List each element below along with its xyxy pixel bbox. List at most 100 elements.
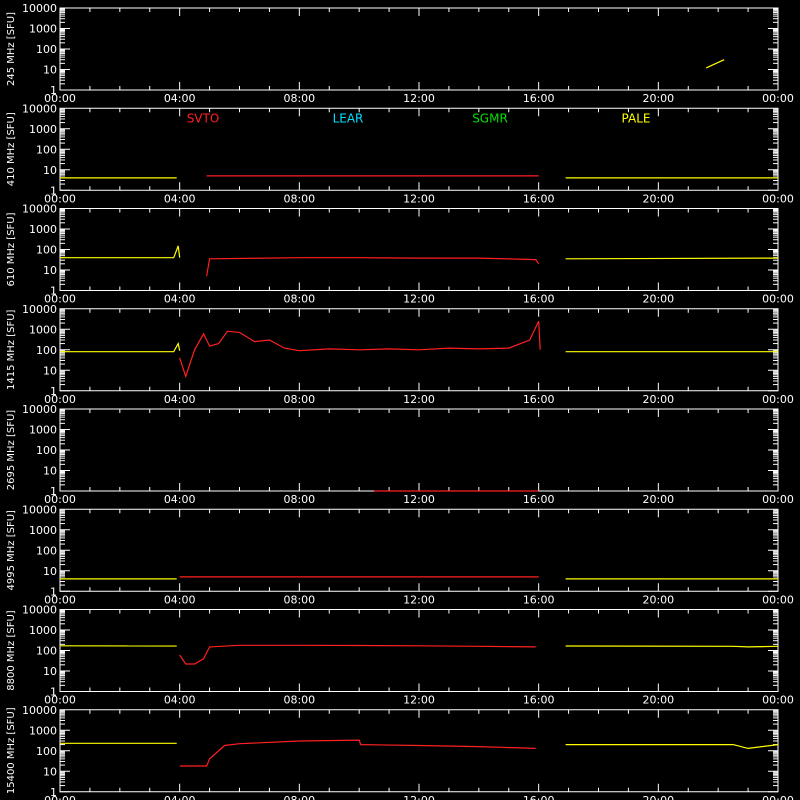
panel-2: 1 10 100 1000 10000 00:00 04:00 08:00 12:00 16:00… [6, 102, 794, 205]
y-tick-label: 100 [36, 43, 57, 56]
y-tick-label: 1000 [29, 323, 57, 336]
x-tick-label: 12:00 [403, 192, 435, 205]
x-tick-label: 12:00 [403, 92, 435, 105]
x-tick-label: 16:00 [523, 593, 555, 606]
x-tick-label: 04:00 [164, 393, 196, 406]
x-tick-label: 00:00 [44, 393, 76, 406]
series-pale [705, 59, 725, 69]
x-tick-label: 00:00 [762, 794, 794, 800]
y-axis-label: 2695 MHz [SFU] [6, 410, 17, 491]
y-tick-label: 1 [50, 84, 57, 97]
x-tick-label: 04:00 [164, 694, 196, 707]
y-tick-label: 100 [36, 444, 57, 457]
panel-4: 1 10 100 1000 10000 00:00 04:00 08:00 12:00 16:00… [6, 303, 794, 406]
x-tick-label: 12:00 [403, 293, 435, 306]
y-tick-label: 10000 [22, 102, 57, 115]
series-pale [565, 645, 779, 648]
x-tick-label: 08:00 [283, 92, 315, 105]
y-tick-label: 10000 [22, 704, 57, 717]
y-tick-label: 10 [43, 64, 57, 77]
y-tick-label: 10000 [22, 203, 57, 216]
x-tick-label: 00:00 [762, 393, 794, 406]
x-tick-label: 00:00 [44, 293, 76, 306]
plot-frame [59, 408, 779, 492]
x-tick-label: 04:00 [164, 92, 196, 105]
x-tick-label: 04:00 [164, 192, 196, 205]
y-axis-label: 15400 MHz [SFU] [6, 707, 17, 794]
x-tick-label: 08:00 [283, 192, 315, 205]
x-tick-label: 12:00 [403, 493, 435, 506]
series-pale [60, 341, 181, 353]
plot-frame [59, 709, 779, 793]
plot-frame [59, 7, 779, 91]
x-tick-label: 16:00 [523, 192, 555, 205]
panel-8: 1 10 100 1000 10000 00:00 04:00 08:00 12:00 16:00… [6, 704, 794, 800]
y-tick-label: 10000 [22, 2, 57, 15]
y-tick-label: 1 [50, 786, 57, 799]
y-tick-label: 100 [36, 244, 57, 257]
x-tick-label: 00:00 [44, 92, 76, 105]
legend-sgmr: SGMR [472, 111, 508, 125]
y-tick-label: 1000 [29, 223, 57, 236]
y-axis-label: 1415 MHz [SFU] [6, 309, 17, 390]
x-tick-label: 16:00 [523, 694, 555, 707]
y-axis-label: 245 MHz [SFU] [6, 12, 17, 86]
panel-6: 1 10 100 1000 10000 00:00 04:00 08:00 12:00 16:00… [6, 503, 794, 606]
series-svto [179, 644, 536, 665]
y-tick-label: 10 [43, 164, 57, 177]
y-tick-label: 1000 [29, 624, 57, 637]
y-tick-label: 1000 [29, 23, 57, 36]
x-tick-label: 16:00 [523, 493, 555, 506]
series-pale [565, 257, 779, 260]
x-tick-label: 12:00 [403, 694, 435, 707]
x-tick-label: 04:00 [164, 293, 196, 306]
x-tick-label: 08:00 [283, 293, 315, 306]
x-tick-label: 08:00 [283, 593, 315, 606]
x-tick-label: 00:00 [762, 192, 794, 205]
plot-frame [59, 609, 779, 692]
x-tick-label: 16:00 [523, 92, 555, 105]
y-tick-label: 10 [43, 264, 57, 277]
y-tick-label: 100 [36, 143, 57, 156]
x-tick-label: 16:00 [523, 794, 555, 800]
x-tick-label: 00:00 [762, 593, 794, 606]
y-tick-label: 10000 [22, 604, 57, 617]
x-tick-label: 00:00 [762, 293, 794, 306]
x-tick-label: 20:00 [642, 593, 674, 606]
y-tick-label: 10000 [22, 303, 57, 316]
x-tick-label: 20:00 [642, 794, 674, 800]
y-tick-label: 100 [36, 344, 57, 357]
y-tick-label: 1 [50, 686, 57, 699]
x-tick-label: 20:00 [642, 192, 674, 205]
y-tick-label: 1 [50, 285, 57, 298]
legend-svto: SVTO [187, 111, 220, 125]
x-tick-label: 04:00 [164, 593, 196, 606]
x-tick-label: 20:00 [642, 92, 674, 105]
x-tick-label: 16:00 [523, 293, 555, 306]
y-tick-label: 100 [36, 645, 57, 658]
y-axis-label: 610 MHz [SFU] [6, 212, 17, 286]
x-tick-label: 00:00 [44, 493, 76, 506]
x-tick-label: 00:00 [44, 192, 76, 205]
x-tick-label: 20:00 [642, 694, 674, 707]
x-tick-label: 20:00 [642, 493, 674, 506]
y-axis-label: 410 MHz [SFU] [6, 112, 17, 186]
y-tick-label: 10 [43, 765, 57, 778]
y-tick-label: 100 [36, 745, 57, 758]
x-tick-label: 20:00 [642, 393, 674, 406]
x-tick-label: 08:00 [283, 794, 315, 800]
y-tick-label: 1 [50, 184, 57, 197]
x-tick-label: 12:00 [403, 593, 435, 606]
y-tick-label: 1000 [29, 524, 57, 537]
x-tick-label: 04:00 [164, 493, 196, 506]
panel-1: 1 10 100 1000 10000 00:00 04:00 08:00 12:00 16:00… [6, 2, 794, 105]
panel-3: 1 10 100 1000 10000 00:00 04:00 08:00 12:00 16:00… [6, 203, 794, 306]
y-tick-label: 1000 [29, 724, 57, 737]
y-tick-label: 100 [36, 544, 57, 557]
y-axis-label: 4995 MHz [SFU] [6, 510, 17, 591]
x-tick-label: 16:00 [523, 393, 555, 406]
x-tick-label: 12:00 [403, 794, 435, 800]
x-tick-label: 00:00 [762, 694, 794, 707]
plot-frame [59, 208, 779, 291]
